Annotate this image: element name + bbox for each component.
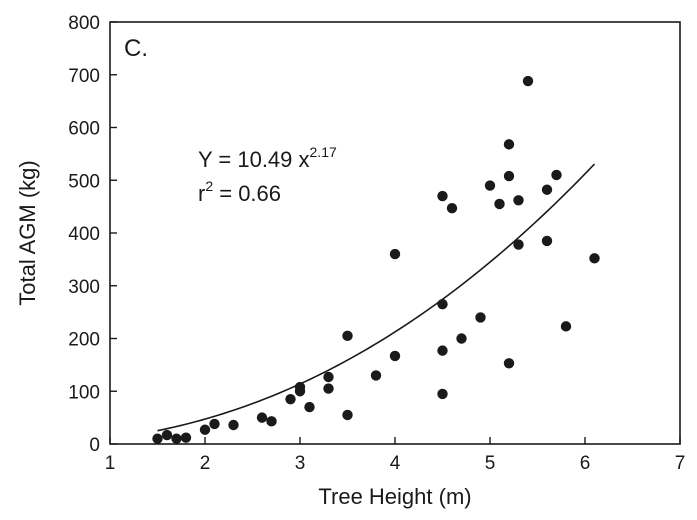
data-point: [475, 312, 486, 323]
x-tick-label: 6: [580, 453, 591, 474]
data-point: [152, 433, 163, 444]
data-point: [209, 418, 220, 430]
data-point: [342, 330, 353, 342]
data-point: [513, 195, 524, 206]
data-point: [228, 419, 239, 431]
data-point: [266, 416, 277, 427]
data-point: [551, 169, 562, 181]
x-tick-label: 1: [105, 453, 116, 474]
equation-annotation: Y = 10.49 x2.17: [198, 144, 337, 172]
data-point: [199, 424, 211, 435]
data-point: [560, 321, 572, 332]
x-axis-ticks: 1 2 3 4 5 6 7: [105, 437, 686, 474]
data-point: [304, 401, 315, 413]
y-tick-label: 200: [68, 330, 100, 351]
data-point: [437, 388, 448, 400]
data-point: [323, 383, 334, 394]
y-tick-label: 700: [68, 66, 100, 87]
data-point: [522, 75, 534, 87]
x-tick-label: 5: [485, 453, 496, 474]
data-point: [161, 429, 173, 441]
y-tick-label: 500: [68, 171, 100, 192]
data-point: [437, 299, 448, 310]
power-fit-curve: [157, 163, 596, 432]
x-axis-title: Tree Height (m): [318, 484, 471, 509]
data-point: [513, 239, 524, 250]
data-point: [494, 198, 505, 210]
data-point: [256, 412, 268, 423]
data-points: [152, 75, 600, 444]
data-point: [437, 345, 448, 356]
data-point: [503, 170, 515, 182]
y-tick-label: 300: [68, 277, 100, 298]
data-point: [342, 409, 353, 421]
data-point: [171, 433, 182, 444]
data-point: [503, 358, 515, 369]
r-squared-annotation: r2 = 0.66: [198, 178, 281, 206]
data-point: [446, 203, 458, 214]
y-tick-label: 100: [68, 382, 100, 403]
y-tick-label: 600: [68, 119, 100, 140]
y-axis-ticks: 0 100 200 300 400 500 600 700 800: [68, 13, 117, 456]
y-tick-label: 0: [89, 435, 100, 456]
data-point: [323, 371, 334, 383]
data-point: [456, 333, 467, 344]
x-tick-label: 7: [675, 453, 686, 474]
y-tick-label: 800: [68, 13, 100, 34]
data-point: [294, 381, 306, 393]
data-point: [285, 393, 296, 405]
data-point: [389, 350, 401, 362]
data-point: [180, 432, 192, 443]
data-point: [437, 190, 448, 202]
data-point: [370, 370, 382, 381]
data-point: [589, 253, 600, 264]
data-point: [541, 235, 553, 247]
x-tick-label: 4: [390, 453, 401, 474]
panel-label: C.: [124, 35, 148, 62]
plot-frame: [109, 21, 681, 445]
data-point: [503, 139, 515, 150]
x-tick-label: 3: [295, 453, 306, 474]
data-point: [484, 180, 496, 191]
x-tick-label: 2: [200, 453, 211, 474]
y-axis-title: Total AGM (kg): [15, 160, 40, 305]
data-point: [541, 184, 553, 195]
y-tick-label: 400: [68, 224, 100, 245]
data-point: [389, 248, 401, 260]
